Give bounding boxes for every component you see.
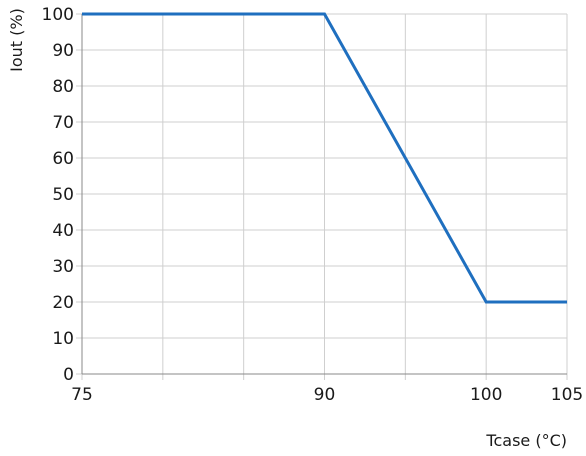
series-group bbox=[82, 12, 567, 304]
axes bbox=[81, 14, 567, 375]
y-tick-label: 50 bbox=[52, 185, 74, 205]
y-tick-label: 100 bbox=[42, 5, 74, 25]
y-tick-label: 10 bbox=[52, 329, 74, 349]
x-axis-label: Tcase (°C) bbox=[485, 431, 567, 450]
y-gridlines bbox=[76, 13, 567, 375]
y-tick-label: 30 bbox=[52, 257, 74, 277]
y-tick-label: 20 bbox=[52, 293, 74, 313]
x-gridlines bbox=[81, 14, 568, 380]
y-tick-label: 40 bbox=[52, 221, 74, 241]
x-tick-labels: 75 90 100 105 bbox=[71, 385, 583, 405]
x-tick-label: 90 bbox=[314, 385, 336, 405]
y-tick-label: 90 bbox=[52, 41, 74, 61]
y-tick-label: 0 bbox=[63, 365, 74, 385]
x-tick-label: 100 bbox=[470, 385, 502, 405]
y-axis-label: Iout (%) bbox=[7, 8, 26, 72]
y-tick-label: 60 bbox=[52, 149, 74, 169]
y-tick-labels: 0 10 20 30 40 50 60 70 80 90 100 bbox=[42, 5, 74, 385]
y-tick-label: 80 bbox=[52, 77, 74, 97]
x-tick-label: 105 bbox=[551, 385, 583, 405]
x-tick-label: 75 bbox=[71, 385, 93, 405]
series-line bbox=[82, 12, 567, 304]
y-tick-label: 70 bbox=[52, 113, 74, 133]
